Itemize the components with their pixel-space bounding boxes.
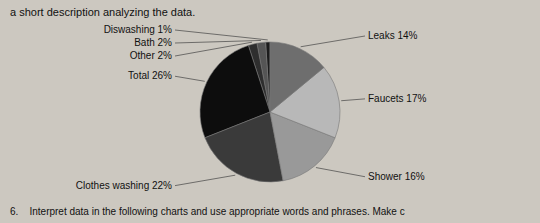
leader-line [175, 76, 205, 81]
label-value: 17% [406, 93, 426, 104]
data-label: Leaks 14% [368, 30, 418, 41]
label-category: Faucets [368, 93, 404, 104]
footer: 6. Interpret data in the following chart… [10, 206, 405, 217]
label-category: Bath [134, 37, 155, 48]
label-category: Shower [368, 170, 403, 181]
label-category: Diswashing [104, 24, 155, 35]
data-label: Other 2% [130, 50, 172, 61]
leader-line [175, 175, 235, 185]
chart-container: a short description analyzing the data. 6… [0, 0, 540, 223]
leader-line [316, 168, 365, 177]
data-label: Clothes washing 22% [76, 179, 172, 190]
label-category: Clothes washing [76, 179, 149, 190]
leader-line [301, 36, 365, 47]
title: a short description analyzing the data. [10, 6, 195, 18]
label-value: 26% [152, 70, 172, 81]
label-value: 2% [158, 50, 173, 61]
label-value: 1% [158, 24, 173, 35]
label-category: Total [128, 70, 149, 81]
labels: Diswashing 1%Bath 2%Other 2%Total 26%Clo… [76, 24, 427, 191]
slice [270, 42, 324, 112]
data-label: Bath 2% [134, 37, 172, 48]
data-label: Diswashing 1% [104, 24, 172, 35]
data-label: Faucets 17% [368, 93, 426, 104]
label-value: 2% [158, 37, 173, 48]
label-value: 22% [152, 179, 172, 190]
leader-line [341, 99, 365, 101]
pie [200, 42, 340, 182]
data-label: Shower 16% [368, 170, 425, 181]
label-value: 14% [397, 30, 417, 41]
label-category: Leaks [368, 30, 395, 41]
label-value: 16% [405, 170, 425, 181]
slice [205, 112, 283, 182]
label-category: Other [130, 50, 156, 61]
chart: a short description analyzing the data. 6… [0, 0, 540, 223]
leader-line [175, 42, 252, 56]
data-label: Total 26% [128, 70, 172, 81]
leader-line [175, 30, 268, 40]
